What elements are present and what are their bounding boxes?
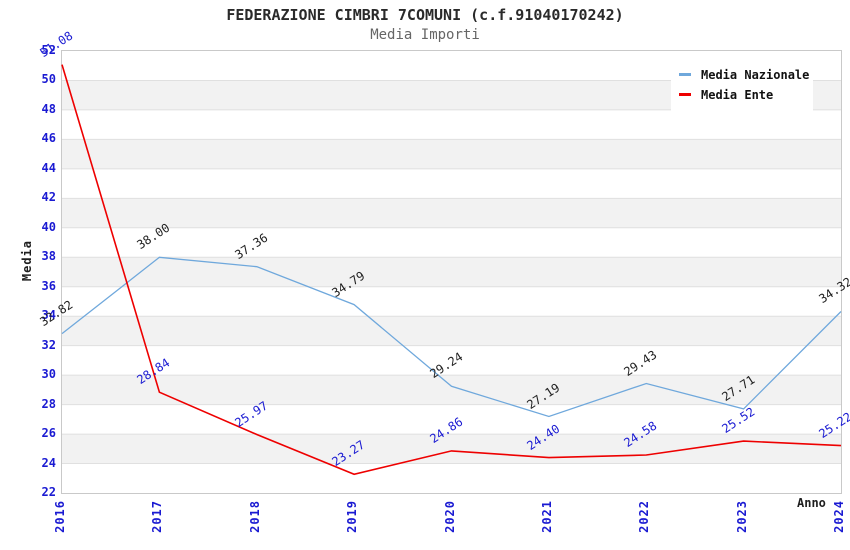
x-tick-2021: 2021 <box>539 500 554 533</box>
y-tick-26: 26 <box>41 426 56 441</box>
x-tick-2020: 2020 <box>442 500 457 533</box>
y-tick-34: 34 <box>41 308 56 323</box>
chart-subtitle: Media Importi <box>370 27 480 43</box>
x-tick-2023: 2023 <box>734 500 749 533</box>
x-tick-2017: 2017 <box>150 500 165 533</box>
series-line-media-ente <box>61 64 842 476</box>
chart-title: FEDERAZIONE CIMBRI 7COMUNI (c.f.91040170… <box>226 6 624 24</box>
legend-dash-icon <box>679 93 691 96</box>
y-tick-44: 44 <box>41 160 56 175</box>
chart-canvas <box>61 64 842 476</box>
y-tick-32: 32 <box>41 337 56 352</box>
x-tick-2024: 2024 <box>832 500 846 533</box>
y-tick-50: 50 <box>41 72 56 87</box>
legend-label: Media Ente <box>701 87 774 102</box>
x-tick-2016: 2016 <box>53 500 67 533</box>
legend-item-media-ente: Media Ente <box>679 86 813 103</box>
y-tick-40: 40 <box>41 219 56 234</box>
legend-dash-icon <box>679 73 691 76</box>
y-tick-36: 36 <box>41 278 56 293</box>
x-tick-2019: 2019 <box>345 500 360 533</box>
y-tick-52: 52 <box>41 43 56 57</box>
y-tick-24: 24 <box>41 455 56 470</box>
y-tick-46: 46 <box>41 131 56 146</box>
series-line-media-nazionale <box>61 256 842 418</box>
plot-area: 32.82 38.00 37.36 34.79 29.24 27.19 29.43 27.71… <box>37 28 850 494</box>
legend-label: Media Nazionale <box>701 67 810 82</box>
y-tick-42: 42 <box>41 190 56 205</box>
y-tick-38: 38 <box>41 249 56 264</box>
y-tick-22: 22 <box>41 485 56 499</box>
x-axis-title: Anno <box>797 496 826 510</box>
legend: Media Nazionale Media Ente <box>671 55 813 114</box>
legend-item-media-nazionale: Media Nazionale <box>679 66 813 83</box>
y-tick-48: 48 <box>41 101 56 116</box>
x-tick-2022: 2022 <box>637 500 652 533</box>
y-tick-30: 30 <box>41 367 56 382</box>
x-tick-2018: 2018 <box>247 500 262 533</box>
y-tick-28: 28 <box>41 396 56 411</box>
